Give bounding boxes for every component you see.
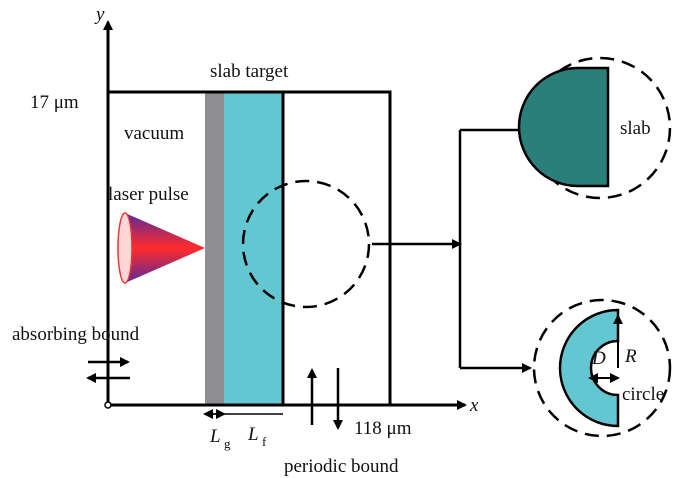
label: laser pulse [108, 184, 189, 205]
label: absorbing bound [12, 324, 140, 345]
label: slab target [210, 61, 289, 82]
y-axis-label: y [94, 4, 105, 25]
label: g [224, 436, 231, 451]
label: L [247, 424, 259, 445]
label: L [209, 426, 221, 447]
label: vacuum [124, 123, 184, 144]
label: circle [622, 384, 664, 405]
label: periodic bound [284, 456, 399, 477]
x-axis-label: x [469, 395, 479, 416]
label: slab [620, 118, 651, 139]
diagram: y x slab target 17 μm vacuum laser pulse… [0, 0, 675, 478]
label: D [591, 348, 606, 369]
label: 17 μm [30, 92, 79, 113]
label: 118 μm [354, 418, 412, 439]
label: R [624, 346, 637, 367]
label: f [262, 434, 267, 449]
layout [88, 22, 670, 436]
